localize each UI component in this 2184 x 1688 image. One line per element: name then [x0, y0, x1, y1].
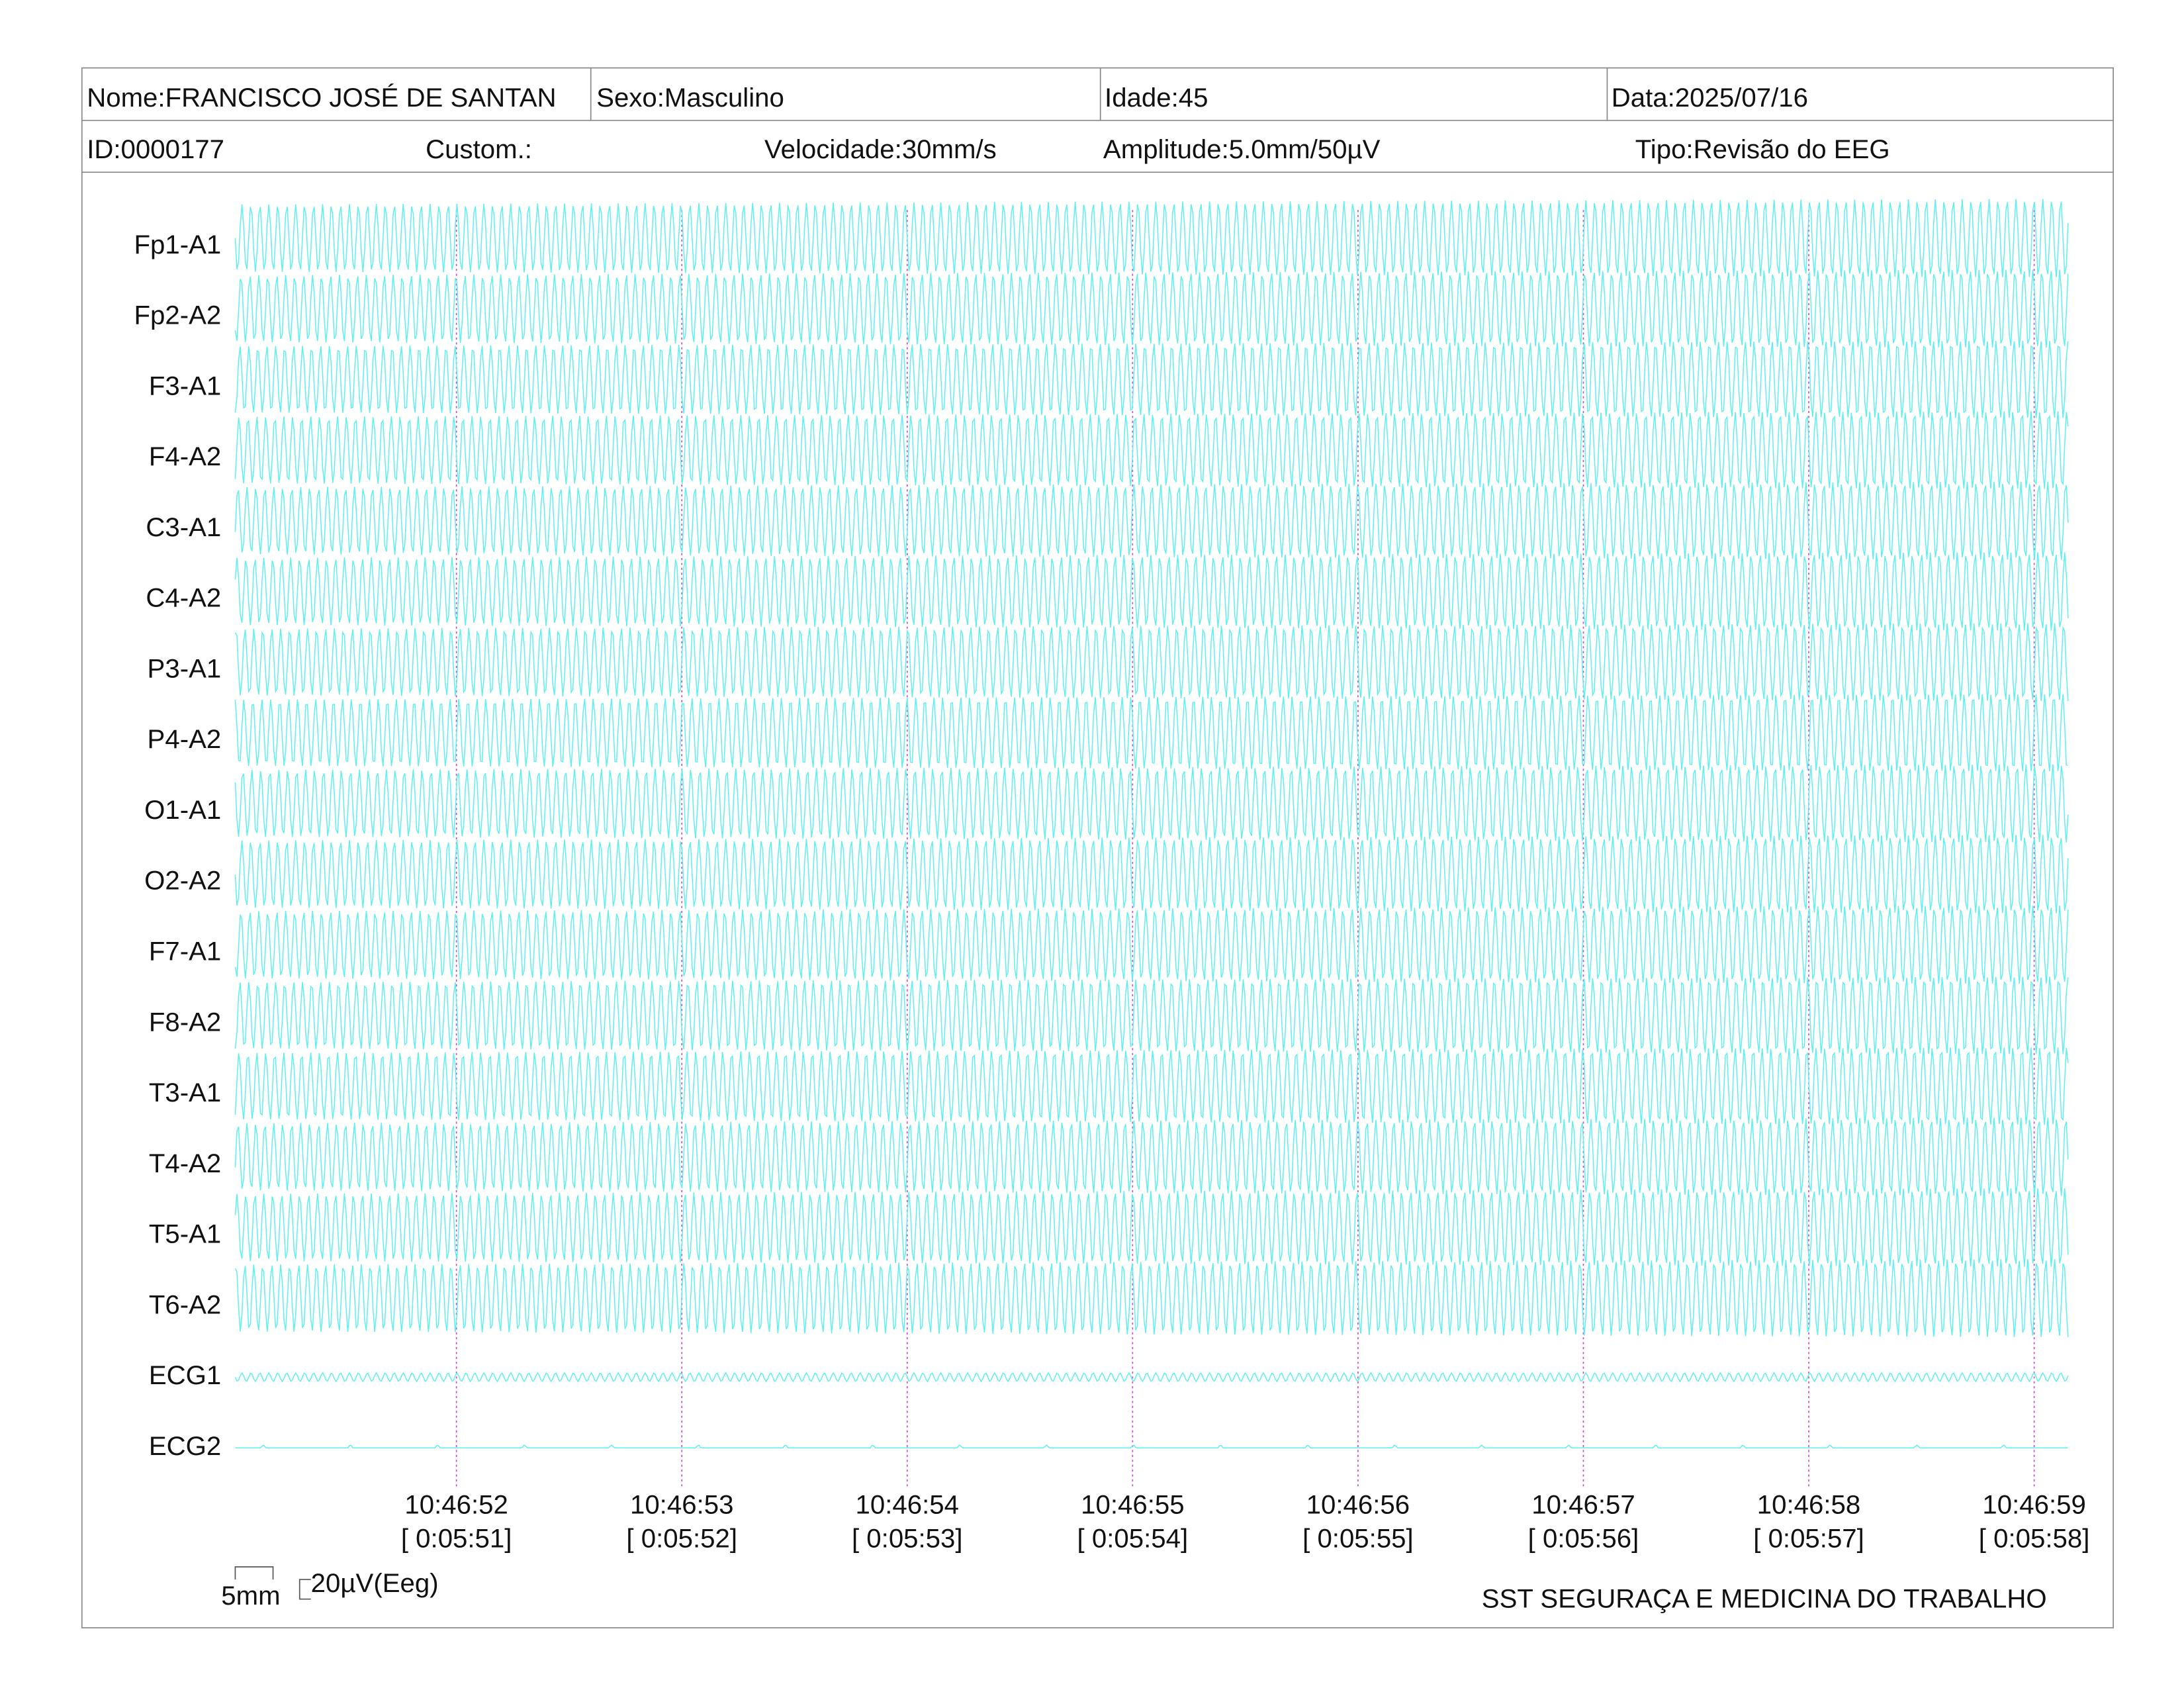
custom-field: Custom.:: [426, 134, 532, 164]
channel-label: ECG2: [149, 1431, 221, 1461]
clock-time: 10:46:52: [404, 1490, 508, 1520]
length-scale-bar: [234, 1566, 274, 1580]
channel-label: T4-A2: [149, 1149, 221, 1178]
length-scale-label: 5mm: [221, 1581, 280, 1611]
eeg-trace: [234, 269, 2069, 348]
eeg-trace: [234, 199, 2069, 277]
elapsed-time: [ 0:05:53]: [852, 1523, 963, 1553]
elapsed-time: [ 0:05:54]: [1077, 1523, 1189, 1553]
channel-label: C3-A1: [146, 512, 221, 542]
traces: [234, 199, 2069, 1487]
eeg-trace: [234, 764, 2069, 843]
elapsed-time: [ 0:05:51]: [401, 1523, 512, 1553]
eeg-trace: [234, 976, 2069, 1055]
eeg-trace: [234, 694, 2068, 772]
clock-time: 10:46:59: [1982, 1490, 2085, 1520]
eeg-trace: [234, 835, 2069, 914]
eeg-trace: [234, 552, 2069, 631]
channel-label: ECG1: [149, 1360, 221, 1390]
eeg-trace: [234, 411, 2069, 489]
footer: SST SEGURAÇA E MEDICINA DO TRABALHO: [1482, 1583, 2047, 1613]
eeg-trace: [234, 340, 2069, 418]
ecg-trace: [234, 1372, 2069, 1383]
channel-label: T6-A2: [149, 1289, 221, 1319]
eeg-trace: [234, 1117, 2069, 1196]
elapsed-time: [ 0:05:55]: [1302, 1523, 1414, 1553]
eeg-trace: [234, 1259, 2069, 1337]
channel-label: F3-A1: [149, 371, 221, 400]
channel-label: O1-A1: [144, 795, 221, 825]
channel-label: Fp1-A1: [134, 230, 221, 259]
eeg-trace: [234, 1188, 2069, 1267]
patient-sex: Sexo:Masculino: [596, 83, 784, 113]
channel-label: Fp2-A2: [134, 301, 221, 330]
channel-label: T5-A1: [149, 1219, 221, 1249]
eeg-trace: [234, 623, 2069, 701]
amplitude-scale-label: 20µV(Eeg): [311, 1568, 439, 1598]
page-frame: [81, 67, 2114, 1628]
ecg-trace: [235, 1444, 2068, 1448]
eeg-trace: [234, 906, 2069, 984]
channel-label: C4-A2: [146, 583, 221, 613]
record-date: Data:2025/07/16: [1612, 83, 1808, 113]
speed: Velocidade:30mm/s: [764, 134, 997, 164]
eeg-trace: [234, 1047, 2069, 1125]
clock-time: 10:46:56: [1306, 1490, 1410, 1520]
clock-time: 10:46:53: [630, 1490, 733, 1520]
amplitude: Amplitude:5.0mm/50µV: [1103, 134, 1381, 164]
elapsed-time: [ 0:05:58]: [1979, 1523, 2090, 1553]
elapsed-time: [ 0:05:52]: [626, 1523, 737, 1553]
patient-id: ID:0000177: [87, 134, 224, 164]
channel-label: F7-A1: [149, 936, 221, 966]
channel-label: P4-A2: [148, 724, 222, 754]
channel-label: F4-A2: [149, 442, 221, 471]
elapsed-time: [ 0:05:56]: [1528, 1523, 1639, 1553]
patient-age: Idade:45: [1105, 83, 1208, 113]
clock-time: 10:46:55: [1081, 1490, 1184, 1520]
channel-label: T3-A1: [149, 1078, 221, 1107]
patient-name: Nome:FRANCISCO JOSÉ DE SANTAN: [87, 83, 556, 113]
elapsed-time: [ 0:05:57]: [1753, 1523, 1864, 1553]
channel-label: O2-A2: [144, 866, 221, 896]
clock-time: 10:46:54: [856, 1490, 959, 1520]
amplitude-scale-bar: [298, 1579, 311, 1600]
clock-time: 10:46:58: [1757, 1490, 1860, 1520]
clock-time: 10:46:57: [1531, 1490, 1635, 1520]
channel-label: P3-A1: [148, 653, 222, 683]
eeg-trace: [234, 481, 2069, 560]
record-type: Tipo:Revisão do EEG: [1635, 134, 1890, 164]
channel-label: F8-A2: [149, 1007, 221, 1037]
